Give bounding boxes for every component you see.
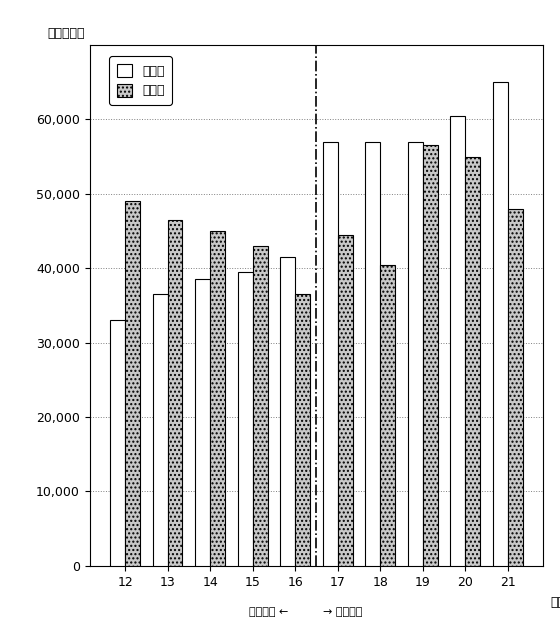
Bar <box>465 157 480 566</box>
Bar <box>153 294 167 566</box>
Text: 年度: 年度 <box>550 597 560 610</box>
Bar <box>210 231 225 566</box>
Bar <box>408 141 423 566</box>
Bar <box>280 257 295 566</box>
Legend: 民生費, 土木費: 民生費, 土木費 <box>109 57 172 105</box>
Bar <box>423 145 437 566</box>
Bar <box>323 141 338 566</box>
Bar <box>338 235 353 566</box>
Bar <box>493 82 508 566</box>
Bar <box>508 209 522 566</box>
Text: 旧浜松市 ←: 旧浜松市 ← <box>249 608 288 617</box>
Bar <box>110 320 125 566</box>
Text: → 新浜松市: → 新浜松市 <box>323 608 363 617</box>
Bar <box>167 220 183 566</box>
Bar <box>125 201 140 566</box>
Bar <box>295 294 310 566</box>
Bar <box>238 272 253 566</box>
Bar <box>380 264 395 566</box>
Bar <box>365 141 380 566</box>
Bar <box>450 116 465 566</box>
Text: （百万円）: （百万円） <box>48 27 85 40</box>
Bar <box>195 279 210 566</box>
Bar <box>253 246 268 566</box>
